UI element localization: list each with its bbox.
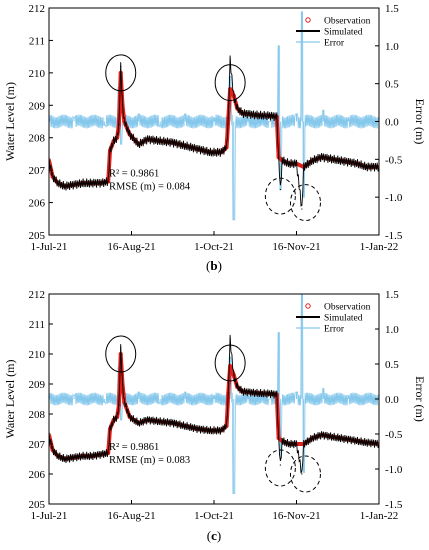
x-tick-label-c-4: 1-Jan-22 bbox=[360, 510, 399, 522]
observation-point-b-27 bbox=[228, 87, 233, 92]
series-simulated-line-b bbox=[49, 55, 379, 207]
dip-circle-b-1 bbox=[264, 177, 296, 215]
legend-simulated-label-c: Simulated bbox=[324, 314, 363, 324]
y2-tick-label-b--1.5: -1.5 bbox=[385, 230, 403, 242]
legend-error-label-c: Error bbox=[324, 325, 345, 335]
y2-axis-label-c: Error (m) bbox=[413, 376, 427, 422]
y2-tick-label-b-1.5: 1.5 bbox=[385, 3, 399, 15]
y-tick-label-b-209: 209 bbox=[29, 100, 46, 112]
y-axis-label-b: Water Level (m) bbox=[3, 82, 17, 161]
observation-point-c-27 bbox=[228, 363, 233, 368]
annotation-r2-c: R² = 0.9861 bbox=[109, 442, 159, 453]
y2-axis-label-b: Error (m) bbox=[413, 99, 427, 145]
x-tick-label-c-2: 1-Oct-21 bbox=[194, 510, 234, 522]
y-tick-label-c-212: 212 bbox=[29, 289, 46, 301]
legend-observation-label-c: Observation bbox=[324, 303, 371, 313]
x-tick-label-b-0: 1-Jul-21 bbox=[31, 241, 68, 253]
peak-circle-c-2 bbox=[214, 344, 246, 382]
y-tick-label-c-207: 207 bbox=[29, 439, 46, 451]
annotation-rmse-c: RMSE (m) = 0.083 bbox=[109, 455, 190, 466]
x-tick-label-b-3: 16-Nov-21 bbox=[272, 241, 320, 253]
peak-circle-b-2 bbox=[214, 64, 246, 102]
y-tick-label-c-210: 210 bbox=[29, 349, 46, 361]
y2-tick-label-c-0.5: 0.5 bbox=[385, 359, 399, 371]
annotation-r2-b: R² = 0.9861 bbox=[109, 169, 159, 180]
y-tick-label-c-209: 209 bbox=[29, 379, 46, 391]
y-tick-label-b-211: 211 bbox=[29, 35, 45, 47]
y2-tick-label-b-0.0: 0.0 bbox=[385, 117, 399, 129]
x-tick-label-c-0: 1-Jul-21 bbox=[31, 510, 68, 522]
y-tick-label-b-207: 207 bbox=[29, 165, 46, 177]
legend-observation-swatch-c bbox=[305, 303, 311, 309]
series-observation-line-b bbox=[49, 70, 379, 189]
annotation-rmse-b: RMSE (m) = 0.084 bbox=[109, 182, 191, 193]
legend-error-label-b: Error bbox=[324, 39, 345, 49]
series-observation-line-c bbox=[49, 352, 379, 461]
x-tick-label-c-1: 16-Aug-21 bbox=[107, 510, 155, 522]
y2-tick-label-c--1.0: -1.0 bbox=[385, 464, 403, 476]
plot-area-c bbox=[49, 294, 379, 494]
panel-b: 205 206 207 208 209 210 211 212 -1.5 -1.0 -0.5 0.0 0… bbox=[3, 3, 427, 273]
y2-tick-label-b--1.0: -1.0 bbox=[385, 192, 403, 204]
y2-tick-label-c-0.0: 0.0 bbox=[385, 394, 399, 406]
y-tick-label-b-212: 212 bbox=[29, 3, 46, 15]
x-tick-label-b-1: 16-Aug-21 bbox=[107, 241, 155, 253]
y2-tick-label-b--0.5: -0.5 bbox=[385, 154, 403, 166]
panel-caption-c: (c) bbox=[207, 528, 221, 543]
y2-tick-label-c--1.5: -1.5 bbox=[385, 499, 403, 511]
x-tick-label-c-3: 16-Nov-21 bbox=[272, 510, 320, 522]
peak-circle-b-1 bbox=[105, 54, 137, 92]
legend-observation-swatch-b bbox=[305, 17, 311, 23]
x-tick-label-b-2: 1-Oct-21 bbox=[194, 241, 234, 253]
legend-observation-label-b: Observation bbox=[324, 17, 371, 27]
y-tick-label-c-205: 205 bbox=[29, 499, 46, 511]
y-tick-label-c-206: 206 bbox=[29, 469, 46, 481]
y2-tick-label-b-0.5: 0.5 bbox=[385, 79, 399, 91]
y-tick-label-b-206: 206 bbox=[29, 198, 46, 210]
y2-tick-label-b-1.0: 1.0 bbox=[385, 41, 399, 53]
x-tick-label-b-4: 1-Jan-22 bbox=[360, 241, 399, 253]
y2-tick-label-c--0.5: -0.5 bbox=[385, 429, 403, 441]
panel-caption-b: (b) bbox=[206, 258, 222, 273]
peak-circle-c-1 bbox=[105, 335, 137, 373]
y-tick-label-b-208: 208 bbox=[29, 133, 46, 145]
y-tick-label-c-211: 211 bbox=[29, 319, 45, 331]
dip-circle-c-1 bbox=[264, 449, 296, 487]
dip-circle-c-2 bbox=[289, 455, 321, 493]
y-axis-label-c: Water Level (m) bbox=[3, 360, 17, 439]
dip-circle-b-2 bbox=[289, 184, 321, 222]
y-tick-label-c-208: 208 bbox=[29, 409, 46, 421]
y2-tick-label-c-1.5: 1.5 bbox=[385, 289, 399, 301]
series-simulated-line-c bbox=[49, 334, 379, 474]
y2-tick-label-c-1.0: 1.0 bbox=[385, 324, 399, 336]
legend-simulated-label-b: Simulated bbox=[324, 28, 363, 38]
y-tick-label-b-210: 210 bbox=[29, 68, 46, 80]
panel-c: 205 206 207 208 209 210 211 212 -1.5 -1.0 -0.5 0.0 0… bbox=[3, 289, 427, 543]
y-tick-label-b-205: 205 bbox=[29, 230, 46, 242]
